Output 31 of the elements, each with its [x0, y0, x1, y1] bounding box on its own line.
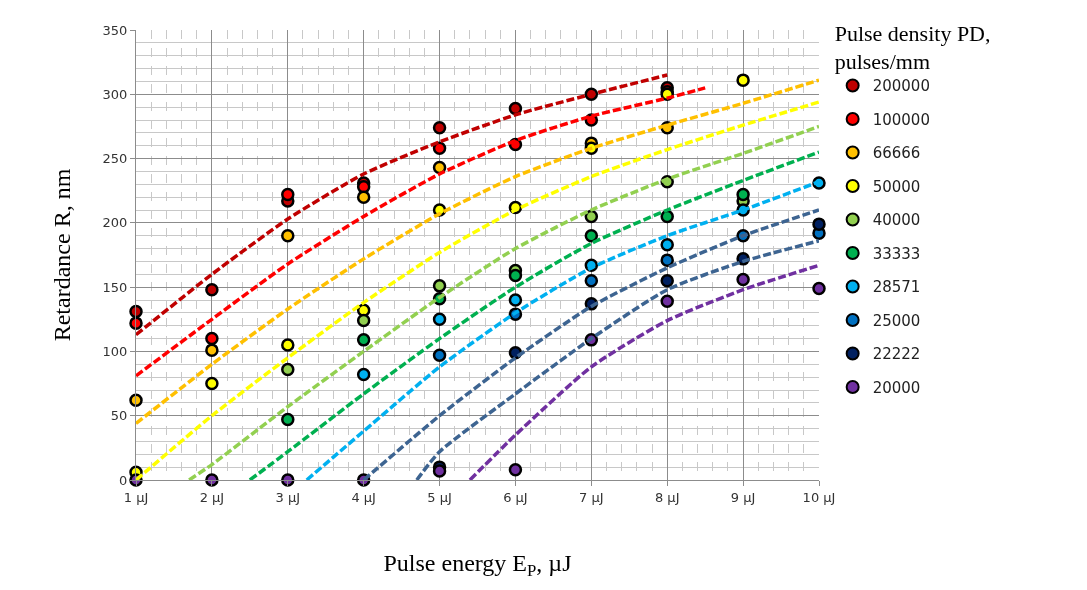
legend-label: 25000 [872, 311, 921, 330]
x-tick-label: 10 µJ [802, 489, 836, 505]
x-tick-label: 6 µJ [503, 489, 528, 505]
x-tick-label: 1 µJ [123, 489, 149, 505]
y-tick-label: 200 [102, 215, 128, 231]
x-tick-label: 7 µJ [579, 489, 604, 505]
legend-title: Pulse density PD, pulses/mm [834, 20, 991, 75]
x-tick-label: 3 µJ [275, 489, 301, 505]
legend-label: 66666 [872, 144, 921, 163]
legend-label: 100000 [872, 110, 930, 129]
x-tick-label: 4 µJ [351, 489, 376, 505]
legend-label: 22222 [872, 345, 921, 364]
y-tick-label: 350 [102, 22, 128, 38]
x-tick-label: 2 µJ [199, 489, 225, 505]
y-tick-label: 250 [102, 151, 128, 167]
y-tick-label: 0 [119, 472, 128, 488]
x-tick-label: 8 µJ [654, 489, 680, 505]
y-tick-label: 50 [110, 408, 128, 424]
x-tick-label: 9 µJ [730, 489, 756, 505]
y-tick-label: 150 [102, 279, 128, 295]
y-tick-label: 300 [102, 86, 128, 102]
legend-label: 28571 [872, 278, 921, 297]
legend-label: 200000 [872, 77, 930, 96]
y-tick-label: 100 [102, 343, 128, 359]
y-axis-title: Retardance R, nm [48, 168, 75, 342]
legend-label: 20000 [872, 378, 921, 397]
legend-label: 50000 [872, 177, 921, 196]
legend-label: 33333 [872, 244, 921, 263]
x-tick-label: 5 µJ [427, 489, 452, 505]
x-axis-title: Pulse energy E$_{P}$, µJ [383, 549, 572, 580]
legend-label: 40000 [872, 211, 921, 230]
